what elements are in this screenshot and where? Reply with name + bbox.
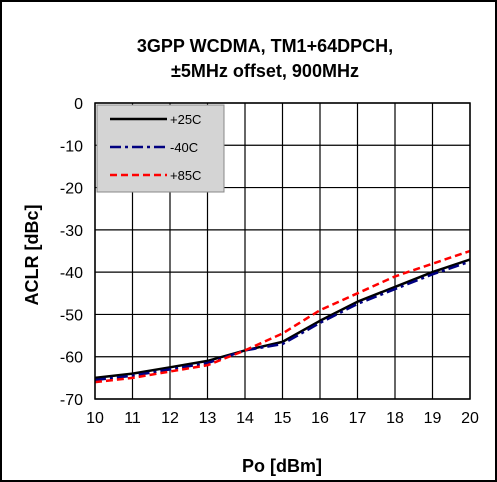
series-line — [94, 258, 471, 380]
chart-title-line-2: ±5MHz offset, 900MHz — [171, 61, 359, 81]
x-tick-label: 11 — [124, 410, 141, 427]
y-tick-label: -40 — [60, 265, 83, 282]
x-tick-label: 19 — [424, 410, 442, 427]
y-tick-label: -30 — [60, 223, 83, 240]
y-tick-label: -10 — [60, 138, 83, 155]
x-tick-label: 17 — [349, 410, 367, 427]
plot-area-border — [94, 102, 471, 400]
x-tick-label: 10 — [86, 410, 104, 427]
x-tick-label: 20 — [461, 410, 479, 427]
x-axis-label: Po [dBm] — [242, 456, 322, 476]
y-tick-label: 0 — [74, 96, 83, 113]
x-tick-label: 18 — [386, 410, 404, 427]
y-tick-label: -20 — [60, 181, 83, 198]
legend: +25C -40C +85C — [96, 104, 225, 193]
chart-title-line-1: 3GPP WCDMA, TM1+64DPCH, — [137, 36, 393, 56]
legend-label: -40C — [170, 140, 198, 155]
legend-label: +25C — [170, 112, 201, 127]
x-tick-label: 15 — [274, 410, 292, 427]
y-axis-label: ACLR [dBc] — [22, 205, 42, 306]
x-tick-label: 12 — [161, 410, 179, 427]
x-tick-label: 16 — [311, 410, 329, 427]
x-tick-label: 14 — [236, 410, 254, 427]
y-tick-label: -50 — [60, 307, 83, 324]
series-line — [94, 249, 471, 384]
y-tick-label: -70 — [60, 392, 83, 409]
legend-label: +85C — [170, 168, 201, 183]
series-lines — [94, 249, 471, 384]
series-line — [94, 260, 471, 382]
x-tick-label: 13 — [199, 410, 217, 427]
tick-labels: 10 11 12 13 14 15 16 17 18 19 20 0 -10 -20 -30 -40 -50 -6… — [60, 96, 479, 427]
y-tick-label: -60 — [60, 350, 83, 367]
